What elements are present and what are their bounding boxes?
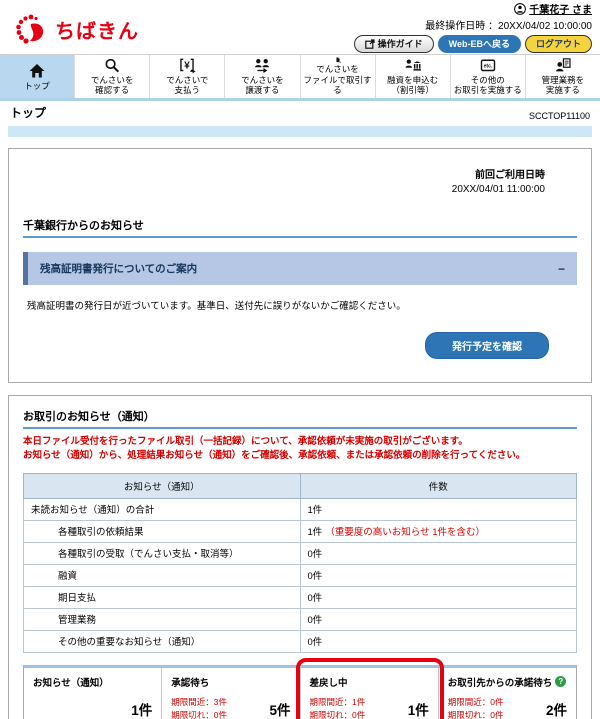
main-nav: トップ でんさいを 確認する ¥ でんさいで 支払う でんさいを 譲渡する <box>0 54 600 101</box>
transfer-people-icon <box>255 59 270 73</box>
etc-icon: etc. <box>480 59 496 72</box>
nav-other-transactions[interactable]: etc. その他の お取引を実施する <box>450 55 526 98</box>
nav-label: でんさいを <box>241 74 284 85</box>
divider-bar <box>8 126 592 137</box>
nav-densai-file[interactable]: でんさいを ファイルで取引する <box>300 55 376 98</box>
user-name-link[interactable]: 千葉花子 さま <box>529 5 592 16</box>
nav-label: でんさいで <box>166 74 209 85</box>
column-header-notice: お知らせ（通知） <box>23 472 301 499</box>
bank-notice-panel: 前回ご利用日時 20XX/04/01 11:00:00 千葉銀行からのお知らせ … <box>8 148 592 383</box>
nav-densai-pay[interactable]: ¥ でんさいで 支払う <box>150 55 226 98</box>
svg-text:¥: ¥ <box>184 61 190 72</box>
logout-button[interactable]: ログアウト <box>524 35 592 53</box>
collapse-icon[interactable]: − <box>557 261 565 276</box>
nav-label: 支払う <box>174 85 201 96</box>
app-header: ちばきん 千葉花子 さま 最終操作日時 ：20XX/04/02 10:00:00… <box>0 0 600 54</box>
deadline-warnings: 期限間近：3件 期限切れ：0件 <box>171 696 227 719</box>
nav-label: （割引等） <box>391 85 434 96</box>
nav-label: 管理業務を <box>541 74 585 85</box>
section-title-notifications: お取引のお知らせ（通知） <box>23 408 577 429</box>
previous-login: 前回ご利用日時 20XX/04/01 11:00:00 <box>23 169 577 197</box>
nav-label: ファイルで取引する <box>303 74 372 96</box>
deadline-warnings: 期限間近：0件 期限切れ：0件 <box>447 696 504 719</box>
user-info: 千葉花子 さま <box>354 1 592 16</box>
notifications-table: お知らせ（通知） 件数 未読お知らせ（通知）の合計 1件 各種取引の依頼結果 1… <box>23 472 577 653</box>
search-icon <box>105 58 120 73</box>
accordion-title: 残高証明書発行についてのご案内 <box>40 263 198 275</box>
table-row: 管理業務 0件 <box>23 607 577 631</box>
nav-label: 実施する <box>545 85 580 96</box>
summary-card-approval-waiting: 承認待ち 期限間近：3件 期限切れ：0件 5件 <box>162 667 301 719</box>
help-icon[interactable]: ? <box>555 676 567 688</box>
warning-line-1: 本日ファイル受付を行ったファイル取引（一括記録）について、承認依頼が未実施の取引… <box>23 436 468 447</box>
summary-count: 1件 <box>131 702 153 718</box>
breadcrumb: トップ <box>10 106 47 120</box>
chibagin-flower-icon <box>16 14 44 44</box>
last-operation-datetime: 最終操作日時 ：20XX/04/02 10:00:00 <box>425 21 592 32</box>
table-row: 各種取引の依頼結果 1件 （重要度の高いお知らせ 1件を含む） <box>23 519 577 543</box>
table-row: 未読お知らせ（通知）の合計 1件 <box>23 497 577 521</box>
table-row: 期日支払 0件 <box>23 585 577 609</box>
screen-id: SCCTOP11100 <box>528 111 590 121</box>
web-eb-back-button[interactable]: Web-EBへ戻る <box>437 35 521 53</box>
nav-label: その他の <box>470 74 505 85</box>
warning-message: 本日ファイル受付を行ったファイル取引（一括記録）について、承認依頼が未実施の取引… <box>23 435 577 463</box>
previous-login-label: 前回ご利用日時 <box>475 170 545 181</box>
nav-label: トップ <box>24 80 50 91</box>
check-issue-schedule-button[interactable]: 発行予定を確認 <box>425 332 549 359</box>
nav-densai-confirm[interactable]: でんさいを 確認する <box>75 55 151 98</box>
admin-person-icon <box>555 58 571 72</box>
summary-count: 1件 <box>407 702 429 718</box>
section-title-bank-news: 千葉銀行からのお知らせ <box>23 217 577 238</box>
nav-admin-tasks[interactable]: 管理業務を 実施する <box>525 55 600 98</box>
nav-loan-apply[interactable]: 融資を申込む （割引等） <box>375 55 451 98</box>
previous-login-value: 20XX/04/01 11:00:00 <box>451 184 545 195</box>
warning-line-2: お知らせ（通知）から、処理結果お知らせ（通知）をご確認後、承認依頼、または承認依… <box>23 449 526 461</box>
yen-payment-icon: ¥ <box>180 58 197 74</box>
nav-top[interactable]: トップ <box>0 55 76 98</box>
loan-bank-icon <box>405 59 421 71</box>
summary-count: 2件 <box>545 702 567 718</box>
nav-label: 確認する <box>95 85 130 96</box>
table-row: 融資 0件 <box>23 563 577 587</box>
operation-guide-button[interactable]: 操作ガイド <box>353 35 434 53</box>
file-icon <box>336 57 341 63</box>
home-icon <box>29 63 45 78</box>
nav-label: でんさいを <box>316 64 359 75</box>
nav-label: 融資を申込む <box>387 74 439 85</box>
status-summary-row: お知らせ（通知） 1件 承認待ち 期限間近：3件 期限切れ：0件 5件 差戻し中… <box>23 657 577 719</box>
column-header-count: 件数 <box>299 472 577 499</box>
bank-logo-text: ちばきん <box>55 20 139 43</box>
operation-guide-label: 操作ガイド <box>377 38 423 49</box>
nav-label: お取引を実施する <box>453 85 522 96</box>
table-row: その他の重要なお知らせ（通知） 0件 <box>23 629 577 653</box>
table-row: 各種取引の受取（でんさい支払・取消等） 0件 <box>23 541 577 565</box>
nav-label: でんさいを <box>90 74 134 85</box>
transaction-notifications-panel: お取引のお知らせ（通知） 本日ファイル受付を行ったファイル取引（一括記録）につい… <box>8 395 592 719</box>
summary-card-returned: 差戻し中 期限間近：1件 期限切れ：0件 1件 <box>295 657 444 719</box>
bank-logo: ちばきん <box>14 12 139 46</box>
balance-certificate-accordion[interactable]: 残高証明書発行についてのご案内 − <box>23 252 577 285</box>
deadline-warnings: 期限間近：1件 期限切れ：0件 <box>309 696 366 719</box>
nav-label: 譲渡する <box>245 85 280 96</box>
summary-card-notice: お知らせ（通知） 1件 <box>24 667 163 719</box>
nav-densai-transfer[interactable]: でんさいを 譲渡する <box>225 55 301 98</box>
accordion-body-text: 残高証明書の発行日が近づいています。基準日、送付先に誤りがないかご確認ください。 <box>27 301 406 312</box>
external-link-icon <box>364 39 375 49</box>
user-icon <box>514 2 527 15</box>
summary-count: 5件 <box>269 702 291 718</box>
svg-text:etc.: etc. <box>483 64 492 70</box>
summary-card-partner-consent-waiting: お取引先からの承諾待ち ? 期限間近：0件 期限切れ：0件 2件 <box>439 668 576 719</box>
